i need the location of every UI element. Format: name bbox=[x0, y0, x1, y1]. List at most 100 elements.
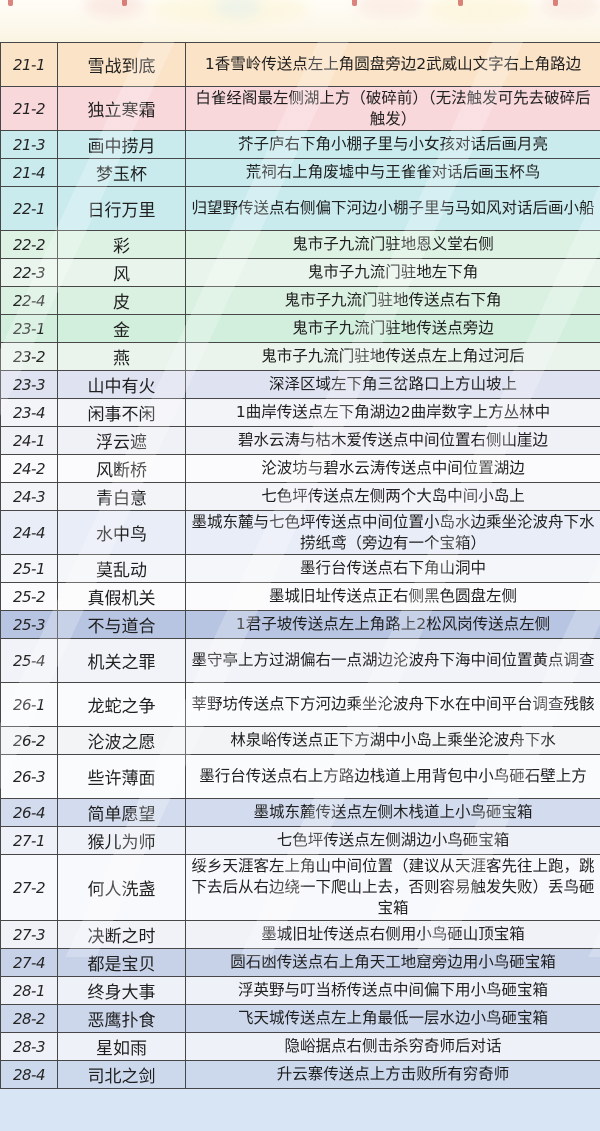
row-id-cell: 21-4 bbox=[1, 159, 58, 187]
row-name-cell: 终身大事 bbox=[58, 977, 186, 1005]
row-desc-cell: 鬼市子九流门驻地恩义堂右侧 bbox=[186, 231, 600, 259]
header-strip bbox=[0, 0, 600, 42]
row-name-cell: 山中有火 bbox=[58, 371, 186, 399]
header-decoration bbox=[355, 0, 425, 18]
row-desc-cell: 墨城旧址传送点正右侧黑色圆盘左侧 bbox=[186, 583, 600, 611]
row-desc-cell: 墨行台传送点右下角山洞中 bbox=[186, 555, 600, 583]
row-id-cell: 24-1 bbox=[1, 427, 58, 455]
row-id-cell: 27-4 bbox=[1, 949, 58, 977]
row-desc-cell: 1君子坡传送点左上角路上2松风岗传送点左侧 bbox=[186, 611, 600, 639]
row-name-cell: 猴儿为师 bbox=[58, 827, 186, 855]
row-name-cell: 日行万里 bbox=[58, 187, 186, 231]
row-desc-cell: 墨城旧址传送点右侧用小鸟砸山顶宝箱 bbox=[186, 921, 600, 949]
header-decoration bbox=[540, 0, 600, 18]
row-name-cell: 浮云遮 bbox=[58, 427, 186, 455]
row-name-cell: 恶鹰扑食 bbox=[58, 1005, 186, 1033]
row-id-cell: 28-4 bbox=[1, 1061, 58, 1089]
row-name-cell: 星如雨 bbox=[58, 1033, 186, 1061]
row-desc-cell: 归望野传送点右侧偏下河边小棚子里与马如风对话后画小船 bbox=[186, 187, 600, 231]
row-id-cell: 25-4 bbox=[1, 639, 58, 683]
row-desc-cell: 白雀经阁最左侧湖上方（破碎前）（无法触发可先去破碎后触发） bbox=[186, 87, 600, 131]
row-desc-cell: 沦波坊与碧水云涛传送点中间位置湖边 bbox=[186, 455, 600, 483]
row-desc-cell: 七色坪传送点左侧湖边小鸟砸宝箱 bbox=[186, 827, 600, 855]
row-id-cell: 21-3 bbox=[1, 131, 58, 159]
row-desc-cell: 深泽区域左下角三岔路口上方山坡上 bbox=[186, 371, 600, 399]
row-desc-cell: 墨守亭上方过湖偏右一点湖边沦波舟下海中间位置黄点调查 bbox=[186, 639, 600, 683]
row-id-cell: 26-1 bbox=[1, 683, 58, 727]
row-desc-cell: 林泉峪传送点正下方湖中小岛上乘坐沦波舟下水 bbox=[186, 727, 600, 755]
row-name-cell: 龙蛇之争 bbox=[58, 683, 186, 727]
row-id-cell: 23-2 bbox=[1, 343, 58, 371]
row-name-cell: 燕 bbox=[58, 343, 186, 371]
row-id-cell: 25-2 bbox=[1, 583, 58, 611]
row-id-cell: 24-3 bbox=[1, 483, 58, 511]
row-id-cell: 26-4 bbox=[1, 799, 58, 827]
row-id-cell: 28-2 bbox=[1, 1005, 58, 1033]
row-desc-cell: 浮英野与叮当桥传送点中间偏下用小鸟砸宝箱 bbox=[186, 977, 600, 1005]
row-id-cell: 27-2 bbox=[1, 855, 58, 921]
row-id-cell: 27-3 bbox=[1, 921, 58, 949]
row-name-cell: 彩 bbox=[58, 231, 186, 259]
row-desc-cell: 墨城东麓与七色坪传送点中间位置小岛水边乘坐沦波舟下水捞纸鸢（旁边有一个宝箱） bbox=[186, 511, 600, 555]
row-name-cell: 决断之时 bbox=[58, 921, 186, 949]
row-desc-cell: 绥乡天涯客左上角山中间位置（建议从天涯客先往上跑，跳下去后从右边绕一下爬山上去，… bbox=[186, 855, 600, 921]
row-name-cell: 闲事不闲 bbox=[58, 399, 186, 427]
row-name-cell: 雪战到底 bbox=[58, 43, 186, 87]
row-name-cell: 不与道合 bbox=[58, 611, 186, 639]
header-red-mark bbox=[458, 0, 463, 6]
row-id-cell: 28-1 bbox=[1, 977, 58, 1005]
row-name-cell: 莫乱动 bbox=[58, 555, 186, 583]
row-id-cell: 22-3 bbox=[1, 259, 58, 287]
row-name-cell: 风断桥 bbox=[58, 455, 186, 483]
header-red-mark bbox=[352, 0, 357, 6]
row-name-cell: 司北之剑 bbox=[58, 1061, 186, 1089]
row-desc-cell: 隐峪据点右侧击杀穷奇师后对话 bbox=[186, 1033, 600, 1061]
row-id-cell: 23-3 bbox=[1, 371, 58, 399]
row-desc-cell: 鬼市子九流门驻地传送点旁边 bbox=[186, 315, 600, 343]
row-name-cell: 都是宝贝 bbox=[58, 949, 186, 977]
row-name-cell: 风 bbox=[58, 259, 186, 287]
row-name-cell: 青白意 bbox=[58, 483, 186, 511]
header-red-mark bbox=[122, 0, 127, 6]
row-name-cell: 真假机关 bbox=[58, 583, 186, 611]
header-decoration bbox=[425, 0, 535, 24]
row-name-cell: 何人洗盏 bbox=[58, 855, 186, 921]
row-name-cell: 机关之罪 bbox=[58, 639, 186, 683]
header-decoration bbox=[84, 0, 144, 18]
row-id-cell: 21-2 bbox=[1, 87, 58, 131]
row-desc-cell: 1香雪岭传送点左上角圆盘旁边2武威山文字右上角路边 bbox=[186, 43, 600, 87]
row-desc-cell: 墨行台传送点右上方路边栈道上用背包中小鸟砸石壁上方 bbox=[186, 755, 600, 799]
row-desc-cell: 升云寨传送点上方击败所有穷奇师 bbox=[186, 1061, 600, 1089]
row-desc-cell: 圆石凼传送点右上角天工地窟旁边用小鸟砸宝箱 bbox=[186, 949, 600, 977]
row-id-cell: 27-1 bbox=[1, 827, 58, 855]
row-name-cell: 独立寒霜 bbox=[58, 87, 186, 131]
row-name-cell: 些许薄面 bbox=[58, 755, 186, 799]
row-desc-cell: 莘野坊传送点下方河边乘坐沦波舟下水在中间平台调查残骸 bbox=[186, 683, 600, 727]
row-name-cell: 金 bbox=[58, 315, 186, 343]
row-name-cell: 梦玉杯 bbox=[58, 159, 186, 187]
